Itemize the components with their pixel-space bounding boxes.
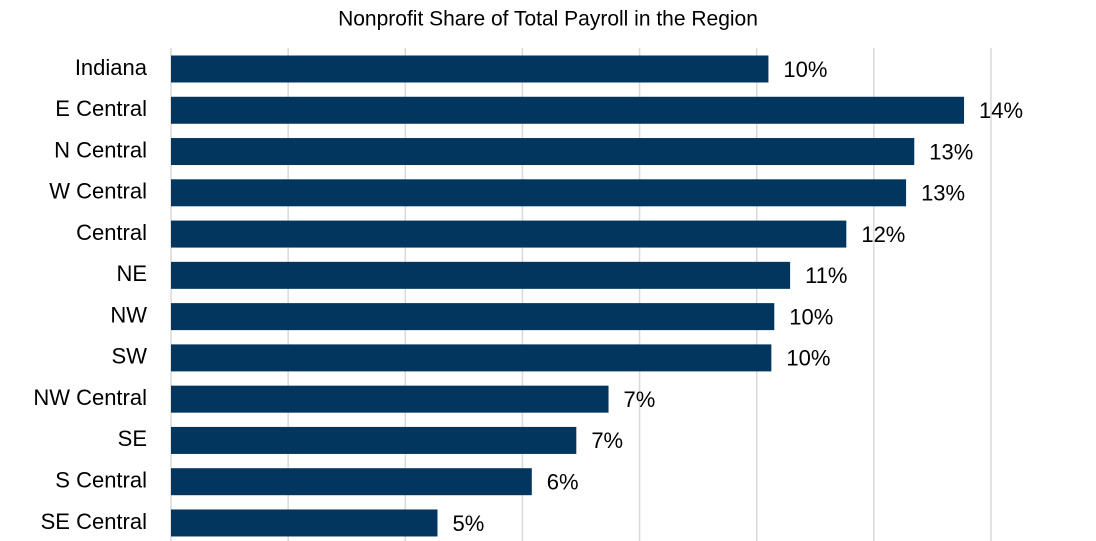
data-label: 10% xyxy=(789,304,833,329)
data-label: 12% xyxy=(861,222,905,247)
bar xyxy=(171,509,438,537)
data-label: 6% xyxy=(547,470,579,495)
data-label: 11% xyxy=(805,263,847,288)
data-label: 14% xyxy=(979,98,1023,123)
chart-title: Nonprofit Share of Total Payroll in the … xyxy=(338,8,758,31)
y-tick-label: NE xyxy=(116,261,147,286)
y-tick-label: N Central xyxy=(54,137,147,162)
y-tick-label: Indiana xyxy=(75,55,148,80)
y-tick-label: W Central xyxy=(49,179,147,204)
data-label: 10% xyxy=(786,346,830,371)
y-tick-label: E Central xyxy=(55,96,147,121)
y-tick-label: SE Central xyxy=(41,509,147,534)
bar xyxy=(171,468,532,496)
data-label: 13% xyxy=(921,181,965,206)
bar xyxy=(171,55,769,83)
bar xyxy=(171,179,907,207)
data-label: 7% xyxy=(591,428,623,453)
y-tick-label: S Central xyxy=(55,468,147,493)
bar xyxy=(171,426,577,454)
y-tick-label: SE xyxy=(118,426,147,451)
bar xyxy=(171,385,609,413)
data-label: 10% xyxy=(783,57,827,82)
bar xyxy=(171,138,915,166)
bar xyxy=(171,96,965,124)
bar xyxy=(171,344,772,372)
data-label: 5% xyxy=(453,511,485,536)
bar xyxy=(171,261,791,289)
y-tick-label: SW xyxy=(112,344,148,369)
y-tick-label: Central xyxy=(76,220,147,245)
data-label: 7% xyxy=(624,387,656,412)
y-tick-label: NW Central xyxy=(33,385,147,410)
y-tick-label: NW xyxy=(110,302,147,327)
bar xyxy=(171,220,847,248)
bar xyxy=(171,303,775,331)
data-label: 13% xyxy=(929,139,973,164)
